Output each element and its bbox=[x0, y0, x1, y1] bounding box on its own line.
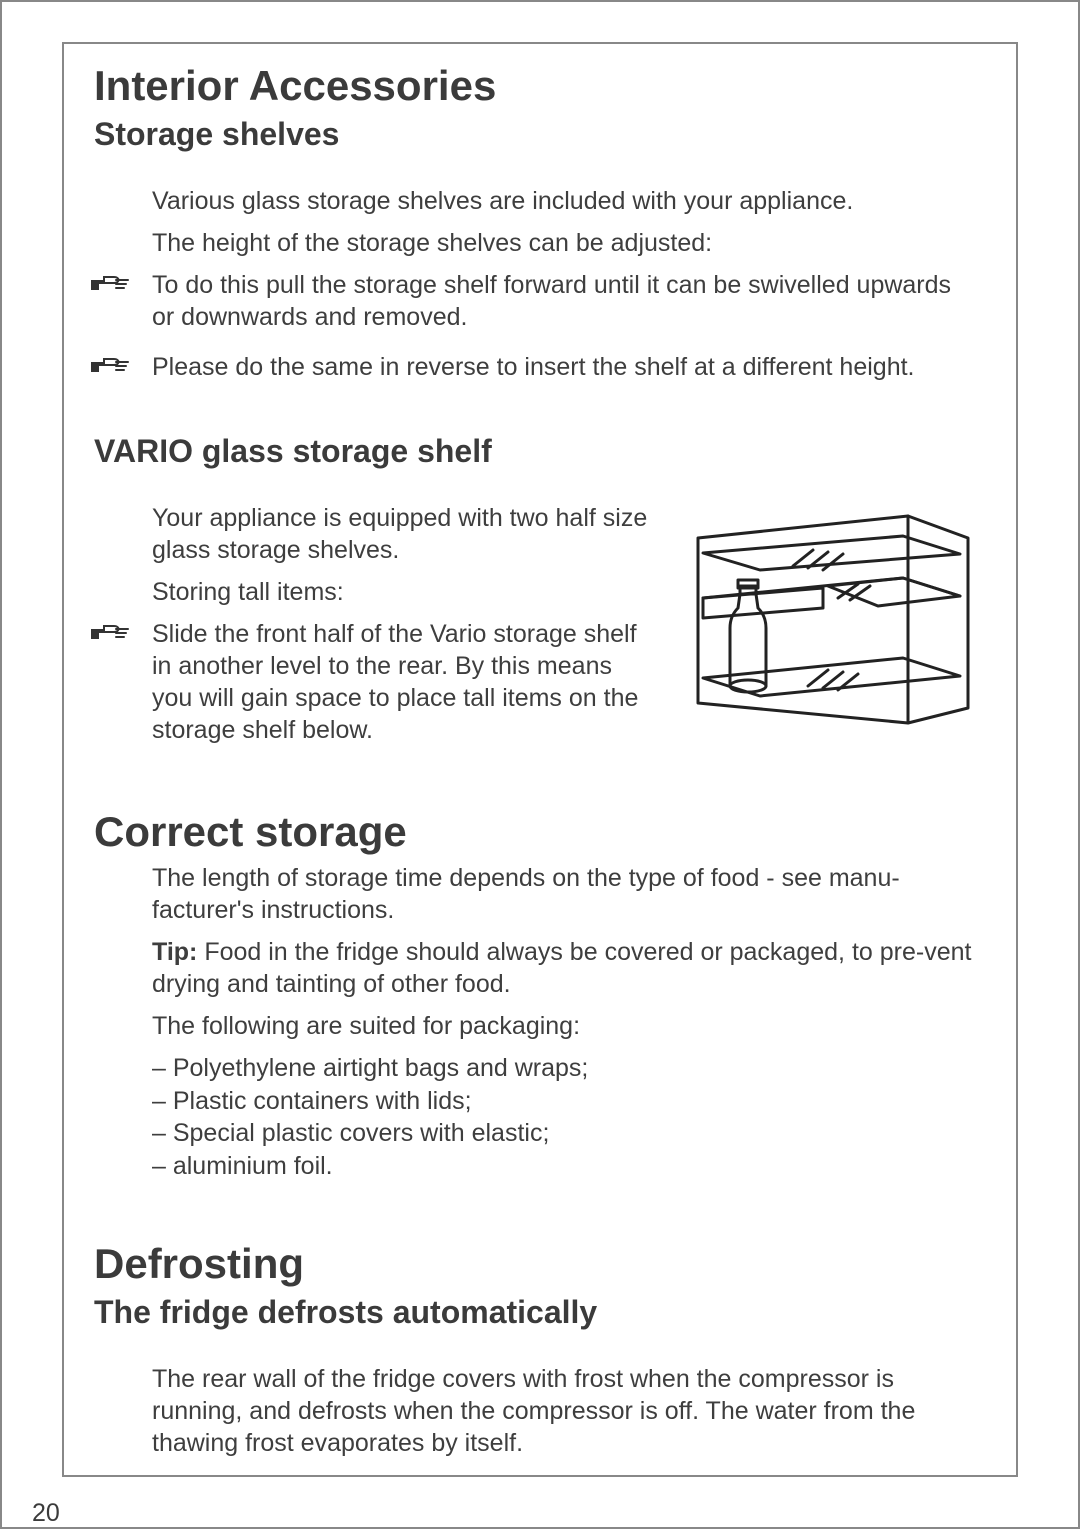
pointing-hand-icon bbox=[90, 620, 132, 649]
heading-vario: VARIO glass storage shelf bbox=[94, 433, 978, 470]
storage-shelves-step2: Please do the same in reverse to insert … bbox=[152, 351, 978, 383]
heading-interior-accessories: Interior Accessories bbox=[94, 62, 978, 110]
tip-text: Food in the fridge should always be cove… bbox=[152, 938, 971, 998]
correct-storage-line2: The following are suited for packaging: bbox=[152, 1010, 978, 1042]
vario-line1: Your appliance is equipped with two half… bbox=[152, 502, 648, 566]
defrosting-line1: The rear wall of the fridge covers with … bbox=[152, 1363, 978, 1459]
vario-text-column: Your appliance is equipped with two half… bbox=[90, 502, 648, 764]
vario-step1: Slide the front half of the Vario storag… bbox=[152, 618, 648, 746]
heading-defrost-auto: The fridge defrosts automatically bbox=[94, 1294, 978, 1331]
heading-correct-storage: Correct storage bbox=[94, 808, 978, 856]
document-page: Interior Accessories Storage shelves Var… bbox=[0, 0, 1080, 1529]
content-frame: Interior Accessories Storage shelves Var… bbox=[62, 42, 1018, 1477]
pointing-hand-icon bbox=[90, 353, 132, 382]
pointing-hand-icon bbox=[90, 271, 132, 300]
list-item: – Plastic containers with lids; bbox=[152, 1085, 978, 1118]
list-item: – aluminium foil. bbox=[152, 1150, 978, 1183]
heading-defrosting: Defrosting bbox=[94, 1240, 978, 1288]
correct-storage-tip: Tip: Food in the fridge should always be… bbox=[152, 936, 978, 1000]
correct-storage-line1: The length of storage time depends on th… bbox=[152, 862, 978, 926]
step-row: Slide the front half of the Vario storag… bbox=[90, 618, 648, 756]
vario-block: Your appliance is equipped with two half… bbox=[90, 502, 978, 764]
list-item: – Polyethylene airtight bags and wraps; bbox=[152, 1052, 978, 1085]
storage-shelves-line2: The height of the storage shelves can be… bbox=[152, 227, 978, 259]
tip-label: Tip: bbox=[152, 938, 197, 966]
vario-line2: Storing tall items: bbox=[152, 576, 648, 608]
heading-storage-shelves: Storage shelves bbox=[94, 116, 978, 153]
storage-shelves-line1: Various glass storage shelves are includ… bbox=[152, 185, 978, 217]
list-item: – Special plastic covers with elastic; bbox=[152, 1117, 978, 1150]
step-row: Please do the same in reverse to insert … bbox=[90, 351, 978, 393]
page-number: 20 bbox=[32, 1499, 60, 1528]
fridge-shelf-illustration bbox=[678, 508, 978, 733]
storage-shelves-step1: To do this pull the storage shelf forwar… bbox=[152, 269, 978, 333]
step-row: To do this pull the storage shelf forwar… bbox=[90, 269, 978, 343]
